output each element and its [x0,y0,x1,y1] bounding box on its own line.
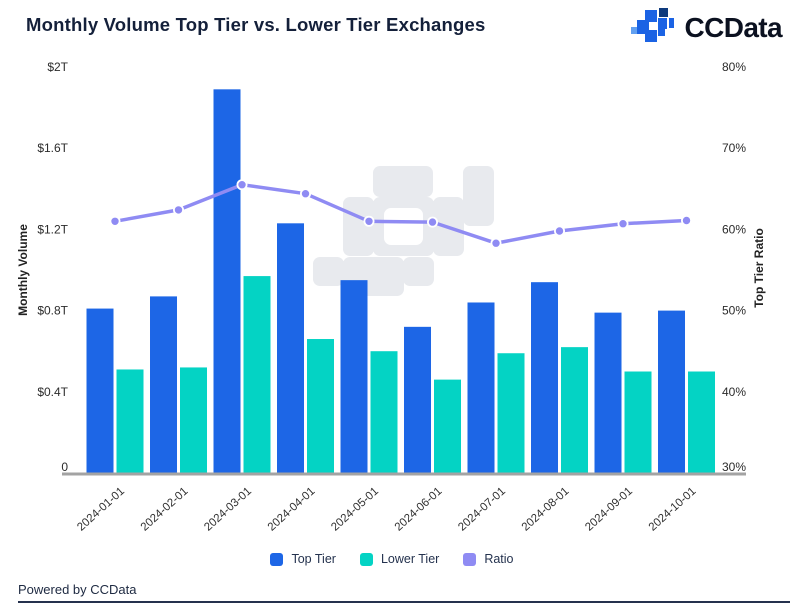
left-tick-$2T: $2T [47,60,68,74]
ratio-line [113,182,689,245]
ratio-point-2024-06-01[interactable] [427,216,439,228]
bar-top-tier-2024-05-01[interactable] [340,280,368,474]
legend-label: Ratio [484,552,514,566]
right-axis-ticks: 80% 70% 60% 50% 40% 30% [722,60,746,474]
top-tier-swatch [270,552,284,566]
bar-lower-tier-2024-05-01[interactable] [370,351,398,474]
ratio-point-2024-02-01[interactable] [173,204,185,216]
left-tick-$1.2T: $1.2T [37,222,68,236]
brand-wordmark: CCData [684,12,782,43]
bar-top-tier-2024-02-01[interactable] [150,296,178,474]
bar-lower-tier-2024-08-01[interactable] [561,347,589,474]
footer-divider [18,601,790,603]
ratio-point-2024-10-01[interactable] [681,214,693,226]
x-tick-2024-06-01: 2024-06-01 [393,485,445,533]
x-tick-2024-01-01: 2024-01-01 [75,485,127,533]
right-tick-60%: 60% [722,222,746,236]
x-tick-2024-09-01: 2024-09-01 [583,485,635,533]
bar-lower-tier-2024-03-01[interactable] [243,276,271,474]
right-axis-title: Top Tier Ratio [752,228,766,308]
bar-lower-tier-2024-09-01[interactable] [624,371,652,475]
bar-lower-tier-2024-01-01[interactable] [116,369,144,474]
legend-label: Top Tier [291,552,336,566]
right-tick-70%: 70% [722,141,746,155]
legend-item-lower-tier[interactable]: Lower Tier [359,552,440,566]
bar-top-tier-2024-07-01[interactable] [467,302,495,474]
bar-top-tier-2024-06-01[interactable] [404,326,432,474]
ccdata-watermark-icon [313,166,494,296]
legend-label: Lower Tier [380,552,440,566]
ratio-swatch [463,552,477,566]
left-tick-$0.4T: $0.4T [37,385,68,399]
right-tick-40%: 40% [722,385,746,399]
bar-top-tier-2024-03-01[interactable] [213,89,241,474]
x-tick-2024-02-01: 2024-02-01 [139,485,191,533]
ccdata-pixel-icon [631,8,675,42]
bar-lower-tier-2024-10-01[interactable] [688,371,716,475]
bar-top-tier-2024-04-01[interactable] [277,223,305,474]
bar-top-tier-2024-10-01[interactable] [658,310,686,474]
ratio-point-2024-09-01[interactable] [617,218,629,230]
lower-tier-swatch [359,552,373,566]
left-axis-title: Monthly Volume [16,224,30,316]
right-tick-50%: 50% [722,304,746,318]
bar-lower-tier-2024-07-01[interactable] [497,353,525,474]
ratio-point-2024-08-01[interactable] [554,225,566,237]
ratio-point-2024-01-01[interactable] [109,215,121,227]
ratio-point-2024-05-01[interactable] [363,215,375,227]
x-tick-2024-04-01: 2024-04-01 [266,485,318,533]
left-axis-ticks: $2T $1.6T $1.2T $0.8T $0.4T 0 [37,60,68,474]
ratio-line-layer [109,179,693,249]
ratio-point-2024-04-01[interactable] [300,188,312,200]
chart-legend: Top Tier Lower Tier Ratio [0,552,796,566]
bar-top-tier-2024-01-01[interactable] [86,308,114,474]
left-tick-0: 0 [61,460,68,474]
legend-item-top-tier[interactable]: Top Tier [270,552,336,566]
ratio-point-2024-03-01[interactable] [236,179,248,191]
legend-item-ratio[interactable]: Ratio [463,552,514,566]
bar-top-tier-2024-09-01[interactable] [594,312,622,474]
bar-lower-tier-2024-02-01[interactable] [180,367,208,474]
x-axis-ticks: 2024-01-01 2024-02-01 2024-03-01 2024-04-01… [75,485,698,533]
right-tick-80%: 80% [722,60,746,74]
right-tick-30%: 30% [722,460,746,474]
ccdata-logo: CCData [631,8,783,48]
bar-top-tier-2024-08-01[interactable] [531,282,559,474]
ratio-point-2024-07-01[interactable] [490,237,502,249]
x-tick-2024-08-01: 2024-08-01 [520,485,572,533]
bar-lower-tier-2024-04-01[interactable] [307,339,335,474]
page-title: Monthly Volume Top Tier vs. Lower Tier E… [26,14,486,35]
bar-lower-tier-2024-06-01[interactable] [434,379,462,474]
x-tick-2024-03-01: 2024-03-01 [202,485,254,533]
bars-layer [86,89,716,475]
x-tick-2024-10-01: 2024-10-01 [647,485,699,533]
x-tick-2024-05-01: 2024-05-01 [329,485,381,533]
x-tick-2024-07-01: 2024-07-01 [456,485,508,533]
left-tick-$0.8T: $0.8T [37,304,68,318]
powered-by-text: Powered by CCData [18,582,137,597]
left-tick-$1.6T: $1.6T [37,141,68,155]
